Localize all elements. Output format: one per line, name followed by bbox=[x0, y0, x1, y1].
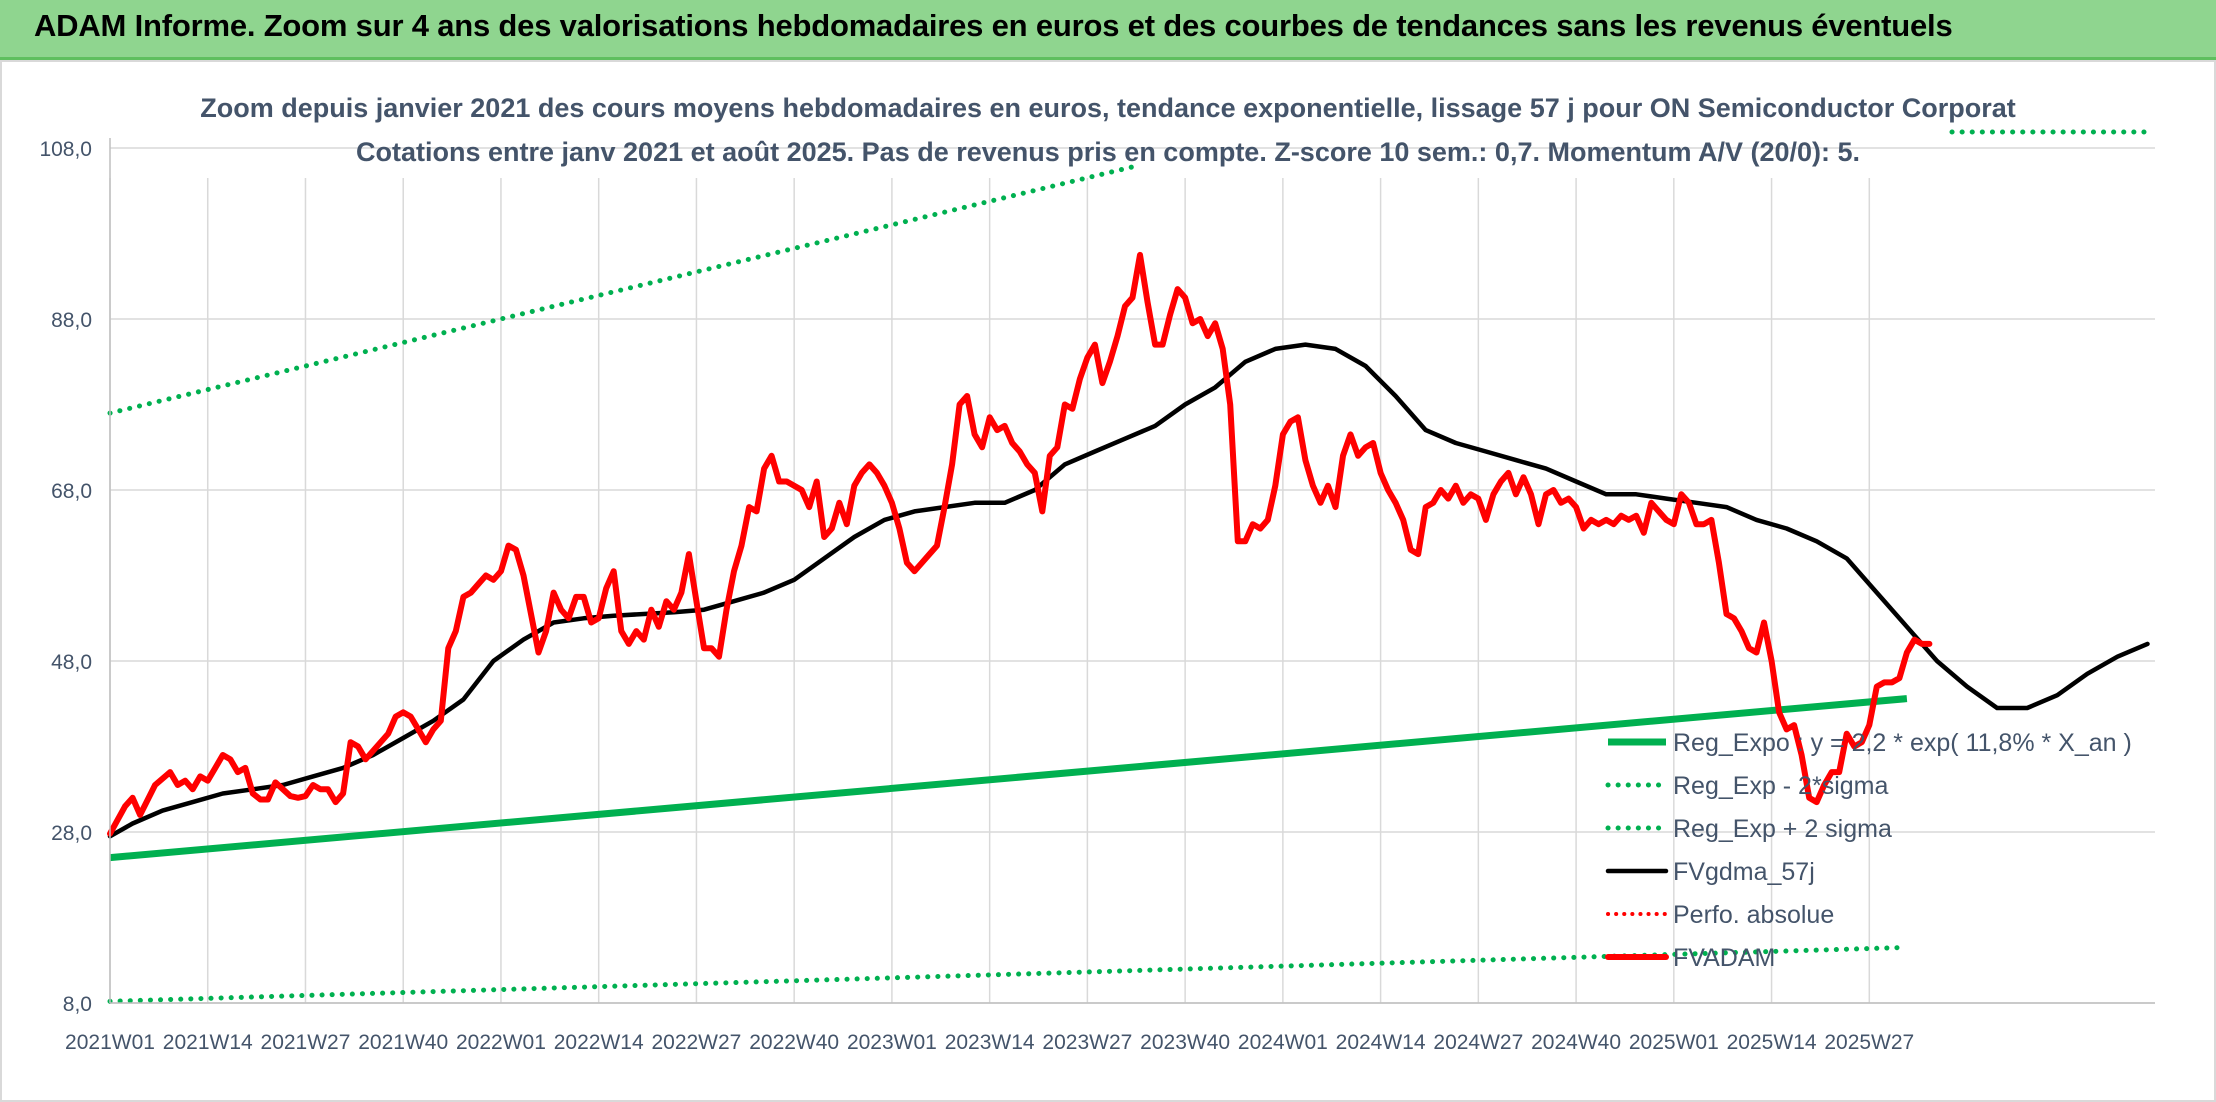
chart-subtitle: Cotations entre janv 2021 et août 2025. … bbox=[356, 137, 1860, 167]
series-lines bbox=[107, 129, 2155, 1004]
y-tick-label: 108,0 bbox=[39, 138, 92, 161]
chart-title: Zoom depuis janvier 2021 des cours moyen… bbox=[200, 93, 2016, 123]
series-line-reg-exp-2-sigma bbox=[107, 162, 1143, 416]
x-tick-label: 2022W14 bbox=[554, 1031, 644, 1054]
x-tick-label: 2023W14 bbox=[945, 1031, 1035, 1054]
axes: 8,0 28,0 48,0 68,0 88,0 108,0 2021W01 2021W14 20… bbox=[39, 138, 2155, 1054]
x-tick-label: 2025W01 bbox=[1629, 1031, 1719, 1054]
y-tick-label: 68,0 bbox=[51, 480, 92, 503]
x-tick-label: 2021W01 bbox=[65, 1031, 155, 1054]
legend-label: Reg_Exp - 2*sigma bbox=[1673, 772, 1888, 800]
report-banner: ADAM Informe. Zoom sur 4 ans des valoris… bbox=[0, 0, 2216, 60]
series-line-reg-exp-2-sigma bbox=[107, 944, 1910, 1004]
chart-frame bbox=[0, 60, 2216, 1102]
x-tick-label: 2025W27 bbox=[1824, 1031, 1914, 1054]
legend-label: Reg_Expo : y = 2,2 * exp( 11,8% * X_an ) bbox=[1673, 729, 2132, 757]
gridlines bbox=[109, 147, 2155, 1004]
legend-label: FVADAM bbox=[1673, 944, 1775, 972]
x-tick-label: 2024W27 bbox=[1433, 1031, 1523, 1054]
x-tick-label: 2022W40 bbox=[749, 1031, 839, 1054]
x-tick-label: 2021W27 bbox=[261, 1031, 351, 1054]
x-tick-label: 2024W40 bbox=[1531, 1031, 1621, 1054]
y-tick-label: 8,0 bbox=[63, 993, 92, 1016]
x-tick-label: 2023W01 bbox=[847, 1031, 937, 1054]
legend-label: Perfo. absolue bbox=[1673, 901, 1834, 929]
legend-label: Reg_Exp + 2 sigma bbox=[1673, 815, 1892, 843]
report-title: ADAM Informe. Zoom sur 4 ans des valoris… bbox=[34, 8, 1953, 43]
x-tick-label: 2023W40 bbox=[1140, 1031, 1230, 1054]
x-tick-label: 2025W14 bbox=[1727, 1031, 1817, 1054]
y-tick-label: 48,0 bbox=[51, 651, 92, 674]
x-tick-label: 2024W14 bbox=[1336, 1031, 1426, 1054]
y-tick-label: 28,0 bbox=[51, 822, 92, 845]
x-tick-label: 2022W27 bbox=[651, 1031, 741, 1054]
legend-label: FVgdma_57j bbox=[1673, 858, 1815, 886]
y-tick-label: 88,0 bbox=[51, 309, 92, 332]
x-tick-label: 2021W40 bbox=[358, 1031, 448, 1054]
x-tick-label: 2024W01 bbox=[1238, 1031, 1328, 1054]
x-tick-label: 2022W01 bbox=[456, 1031, 546, 1054]
legend: Reg_Expo : y = 2,2 * exp( 11,8% * X_an )… bbox=[1605, 729, 2132, 972]
x-tick-label: 2021W14 bbox=[163, 1031, 253, 1054]
series-line-fvadam bbox=[107, 251, 1933, 837]
x-tick-label: 2023W27 bbox=[1042, 1031, 1132, 1054]
series-line-reg-expo-y-2-2-exp-11-8-x-an bbox=[109, 695, 1908, 862]
